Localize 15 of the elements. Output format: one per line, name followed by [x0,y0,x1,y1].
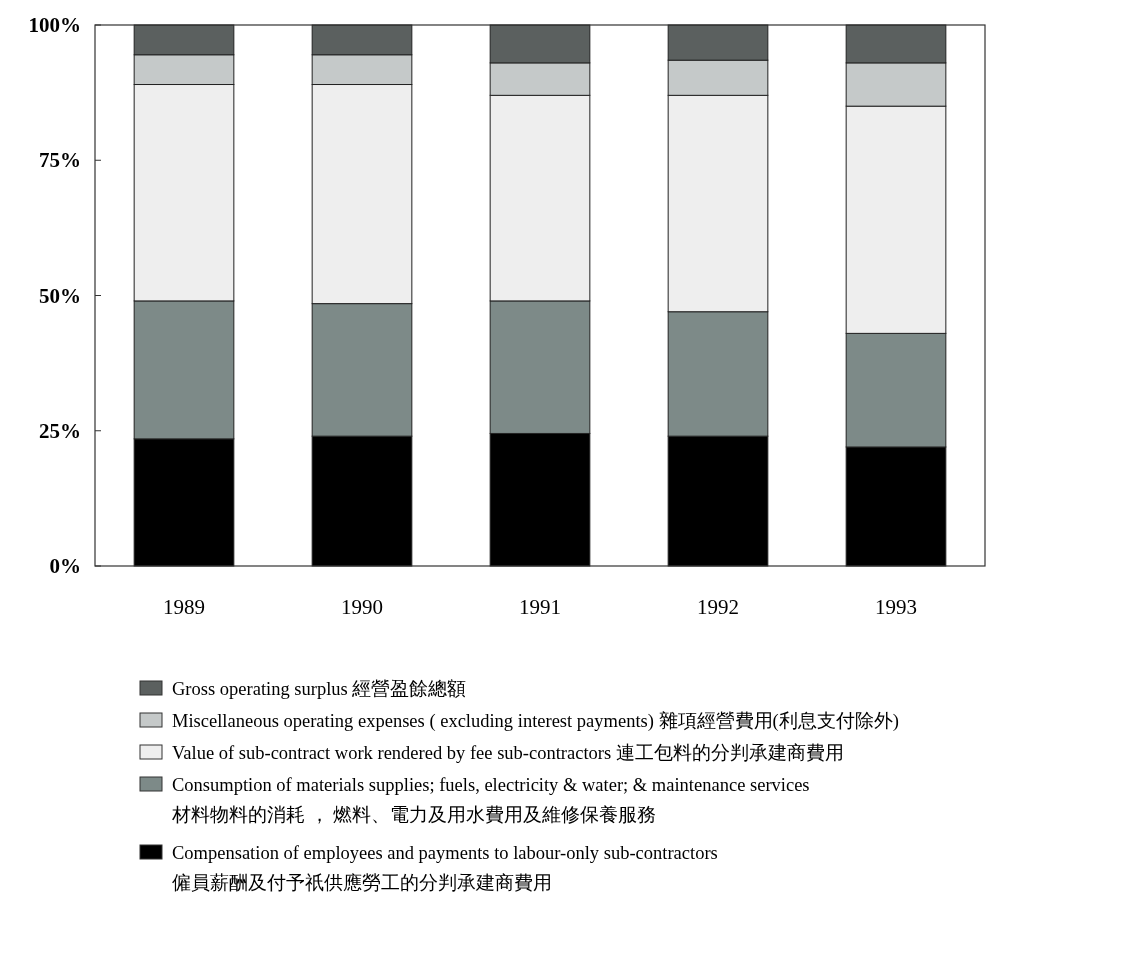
x-tick-label: 1992 [697,595,739,619]
y-tick-label: 25% [39,418,81,443]
legend-label: Gross operating surplus 經營盈餘總額 [172,679,467,699]
legend-label: Consumption of materials supplies; fuels, electricity & water; & maintenance services 材料物料的消耗 ， 燃料、電力及用水費用及維修保養服務 [171,775,810,825]
y-tick-label: 50% [39,283,81,308]
legend-label: Value of sub-contract work rendered by fee sub-contractors 連工包料的分判承建商費用 [172,742,844,763]
x-tick-label: 1993 [875,595,917,619]
y-tick-label: 100% [28,13,81,37]
legend-label: Compensation of employees and payments to labour-only sub-contractors 僱員薪酬及付予祇供應勞工的分判承建商費用 [172,843,718,893]
y-tick-label: 0% [49,554,81,578]
legend-label: Miscellaneous operating expenses ( excluding interest payments) 雜項經營費用(利息支付除外) [172,711,899,732]
x-tick-label: 1991 [519,595,561,619]
x-tick-label: 1990 [341,595,383,619]
y-tick-label: 75% [39,148,81,173]
x-tick-label: 1989 [163,595,205,619]
